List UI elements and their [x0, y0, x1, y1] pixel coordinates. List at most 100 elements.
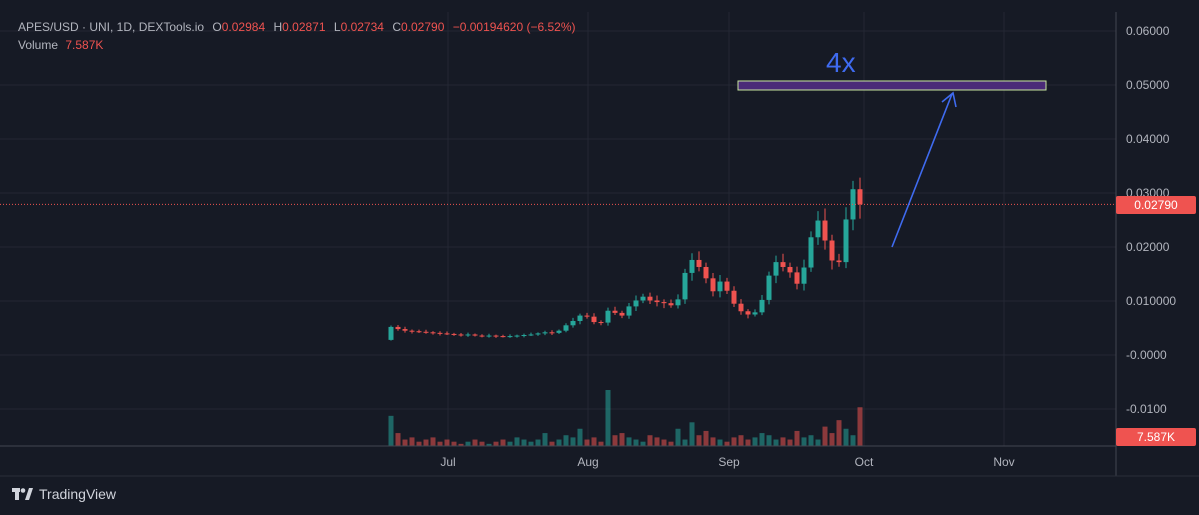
candle-body — [857, 189, 863, 205]
volume-bar — [836, 420, 842, 446]
volume-label[interactable]: Volume — [18, 38, 59, 52]
symbol-title[interactable]: APES/USD · UNI, 1D, DEXTools.io — [18, 20, 205, 34]
candle-body — [493, 335, 499, 337]
candle-body — [640, 296, 646, 301]
volume-bar — [570, 437, 576, 446]
time-tick-label: Jul — [440, 455, 455, 469]
volume-tag: 7.587K — [1116, 428, 1196, 446]
candle-body — [507, 336, 513, 338]
candle-body — [598, 322, 604, 324]
volume-bar — [430, 437, 436, 446]
time-tick-label: Sep — [718, 455, 740, 469]
price-tick-label: 0.02000 — [1126, 240, 1170, 254]
time-tick-label: Aug — [577, 455, 598, 469]
last-price-tag: 0.02790 — [1116, 196, 1196, 214]
target-arrow[interactable] — [891, 91, 957, 248]
volume-bar — [556, 439, 562, 446]
volume-bar — [787, 439, 793, 446]
price-tick-label: 0.05000 — [1126, 78, 1170, 92]
volume-bar — [591, 437, 597, 446]
target-zone-rectangle[interactable] — [737, 80, 1047, 91]
volume-bar — [388, 415, 394, 446]
candle-body — [689, 259, 695, 273]
brand-name: TradingView — [39, 486, 117, 502]
volume-bar — [801, 437, 807, 446]
candle-body — [465, 334, 471, 336]
change-value: −0.00194620 (−6.52%) — [452, 20, 576, 34]
volume-bar — [717, 439, 723, 446]
volume-bar — [759, 433, 765, 446]
volume-bar — [444, 439, 450, 446]
volume-bar — [850, 435, 856, 446]
close-label: C — [392, 20, 401, 34]
volume-bar — [808, 435, 814, 446]
volume-bars — [388, 390, 863, 446]
candle-body — [843, 219, 849, 263]
volume-bar — [682, 439, 688, 446]
volume-bar — [479, 441, 485, 446]
price-tick-label: 0.04000 — [1126, 132, 1170, 146]
candle-body — [612, 310, 618, 313]
candle-body — [752, 312, 758, 315]
volume-bar — [521, 439, 527, 446]
volume-bar — [766, 435, 772, 446]
volume-bar — [794, 430, 800, 446]
volume-bar — [829, 433, 835, 446]
candle-body — [766, 275, 772, 300]
candle-body — [402, 329, 408, 331]
candle-body — [815, 220, 821, 238]
candle-body — [563, 325, 569, 331]
volume-bar — [780, 437, 786, 446]
volume-bar — [451, 441, 457, 446]
candle-body — [836, 260, 842, 263]
tradingview-logo[interactable]: TradingView — [12, 486, 116, 502]
candle-body — [584, 315, 590, 317]
candle-body — [577, 315, 583, 321]
volume-bar — [486, 443, 492, 446]
candle-body — [745, 311, 751, 315]
volume-bar — [549, 441, 555, 446]
volume-bar — [710, 437, 716, 446]
candle-body — [619, 312, 625, 316]
volume-bar — [416, 441, 422, 446]
candle-body — [829, 240, 835, 261]
price-tick-label: 0.010000 — [1126, 294, 1176, 308]
candle-body — [605, 310, 611, 323]
annotation-4x[interactable]: 4x — [826, 47, 856, 78]
candle-body — [661, 302, 667, 304]
time-scale[interactable]: Jul Aug Sep Oct Nov — [440, 455, 1014, 469]
ohlc-legend: APES/USD · UNI, 1D, DEXTools.io O0.02984… — [18, 20, 575, 34]
chart-grid — [0, 12, 1116, 446]
open-value: 0.02984 — [221, 20, 266, 34]
price-scale[interactable]: 0.060000.050000.040000.030000.020000.010… — [1126, 24, 1176, 416]
candle-body — [780, 262, 786, 267]
candle-body — [451, 333, 457, 335]
candle-body — [703, 266, 709, 279]
volume-bar — [619, 433, 625, 446]
candlestick-series — [388, 177, 863, 341]
candle-body — [528, 334, 534, 336]
volume-bar — [423, 439, 429, 446]
candle-body — [591, 316, 597, 323]
volume-legend: Volume 7.587K — [18, 38, 103, 52]
volume-bar — [563, 435, 569, 446]
candle-body — [668, 303, 674, 306]
tradingview-icon — [12, 488, 33, 500]
candle-body — [759, 299, 765, 313]
volume-bar — [675, 428, 681, 446]
volume-bar — [577, 428, 583, 446]
volume-bar — [815, 439, 821, 446]
candle-body — [458, 334, 464, 336]
candle-body — [682, 272, 688, 300]
candle-body — [388, 326, 394, 340]
volume-bar — [395, 433, 401, 446]
volume-bar — [647, 435, 653, 446]
candle-body — [675, 299, 681, 306]
volume-bar — [857, 407, 863, 446]
volume-bar — [822, 426, 828, 446]
candle-body — [647, 296, 653, 301]
volume-bar — [507, 441, 513, 446]
volume-value: 7.587K — [65, 38, 104, 52]
volume-bar — [696, 435, 702, 446]
